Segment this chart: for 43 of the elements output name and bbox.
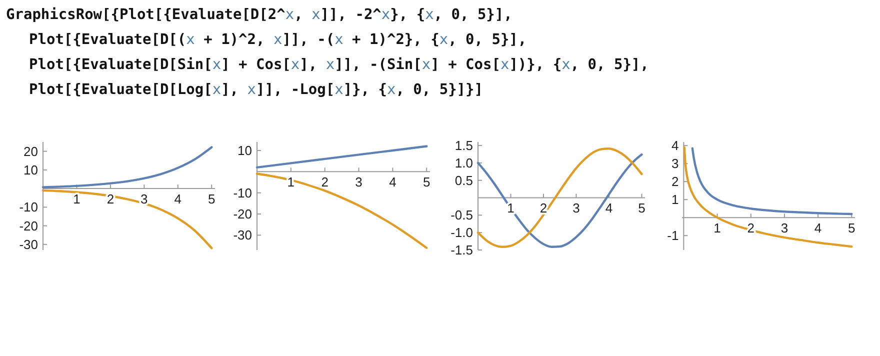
y-tick-label: 10: [24, 162, 38, 178]
x-tick-label: 2: [540, 200, 548, 216]
x-tick-label: 5: [422, 174, 430, 190]
y-tick-label: 1.0: [454, 155, 473, 170]
x-tick-label: 4: [174, 192, 182, 207]
line-series: [42, 189, 213, 250]
y-tick-label: -1: [667, 228, 679, 244]
line-series: [256, 172, 428, 249]
line-series: [691, 147, 853, 216]
line-series: [42, 146, 213, 188]
x-tick-label: 5: [208, 192, 216, 207]
x-tick-label: 2: [321, 174, 328, 190]
y-tick-label: -0.5: [450, 208, 473, 223]
line-series: [683, 146, 853, 248]
y-tick-label: -30: [233, 228, 252, 243]
y-tick-label: 4: [671, 138, 679, 154]
y-tick-label: -1.0: [450, 225, 473, 240]
y-tick-label: 1.5: [454, 138, 473, 153]
y-tick-label: -20: [19, 218, 38, 234]
y-tick-label: -30: [19, 236, 38, 252]
y-tick-label: -1.5: [450, 242, 473, 258]
x-tick-label: 3: [780, 220, 788, 236]
y-tick-label: 0.5: [454, 172, 473, 188]
x-tick-label: 1: [714, 220, 721, 236]
x-tick-label: 4: [605, 200, 613, 216]
line-series: [256, 145, 428, 169]
y-tick-label: 10: [238, 142, 252, 158]
y-tick-label: 3: [671, 156, 679, 172]
y-tick-label: -10: [19, 200, 38, 215]
x-tick-label: 5: [848, 220, 856, 236]
x-tick-label: 4: [389, 174, 396, 190]
text: Plot[{Evaluate[D[Log[x], x]], -Log[x]}, {x, 0, 5}]}]: [29, 82, 484, 98]
text: GraphicsRow[{Plot[{Evaluate[D[2^x, x]], -2^x}, {x, 0, 5}],: [6, 7, 512, 23]
x-tick-label: 5: [638, 200, 646, 216]
x-tick-label: 3: [355, 174, 362, 190]
x-tick-label: 3: [572, 200, 580, 216]
x-tick-label: 4: [814, 220, 822, 236]
text: Plot[{Evaluate[D[(x + 1)^2, x]], -(x + 1)^2}, {x, 0, 5}],: [29, 32, 527, 48]
text: Plot[{Evaluate[D[Sin[x] + Cos[x], x]], -(Sin[x] + Cos[x])}, {x, 0, 5}],: [29, 57, 649, 73]
y-tick-label: -20: [233, 206, 252, 222]
y-tick-label: 20: [24, 144, 38, 159]
x-tick-label: 1: [73, 192, 80, 207]
y-tick-label: -10: [233, 185, 252, 200]
